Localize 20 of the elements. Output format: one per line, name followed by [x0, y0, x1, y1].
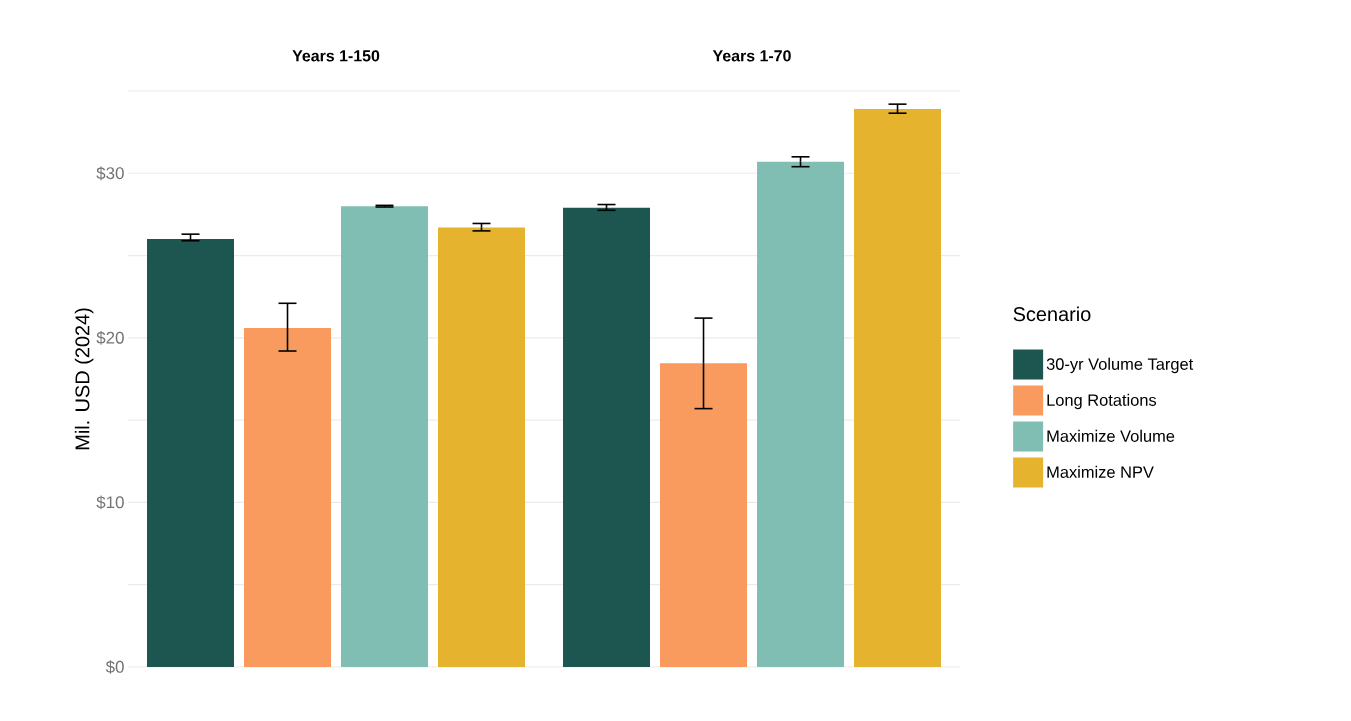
y-tick-label: $30: [96, 166, 124, 181]
legend-title: Scenario: [1013, 306, 1091, 322]
bar: [244, 327, 332, 667]
bar: [147, 239, 235, 667]
y-tick-label: $10: [96, 495, 124, 510]
legend-label: Long Rotations: [1047, 393, 1157, 410]
y-tick-label: $20: [96, 331, 124, 345]
bar: [660, 363, 748, 667]
legend-label: 30-yr Volume Target: [1046, 357, 1194, 374]
bar: [854, 109, 942, 667]
legend-label: Maximize Volume: [1047, 429, 1175, 442]
bar: [563, 207, 651, 667]
bar: [341, 206, 429, 667]
y-tick-label: $0: [105, 660, 124, 674]
legend-label: Maximize NPV: [1047, 465, 1154, 478]
bar: [438, 227, 526, 667]
x-tick-label: Years 1-70: [712, 50, 791, 62]
y-axis-title: Mil. USD (2024): [74, 308, 94, 450]
x-tick-label: Years 1-150: [292, 50, 380, 62]
bar: [757, 161, 845, 667]
